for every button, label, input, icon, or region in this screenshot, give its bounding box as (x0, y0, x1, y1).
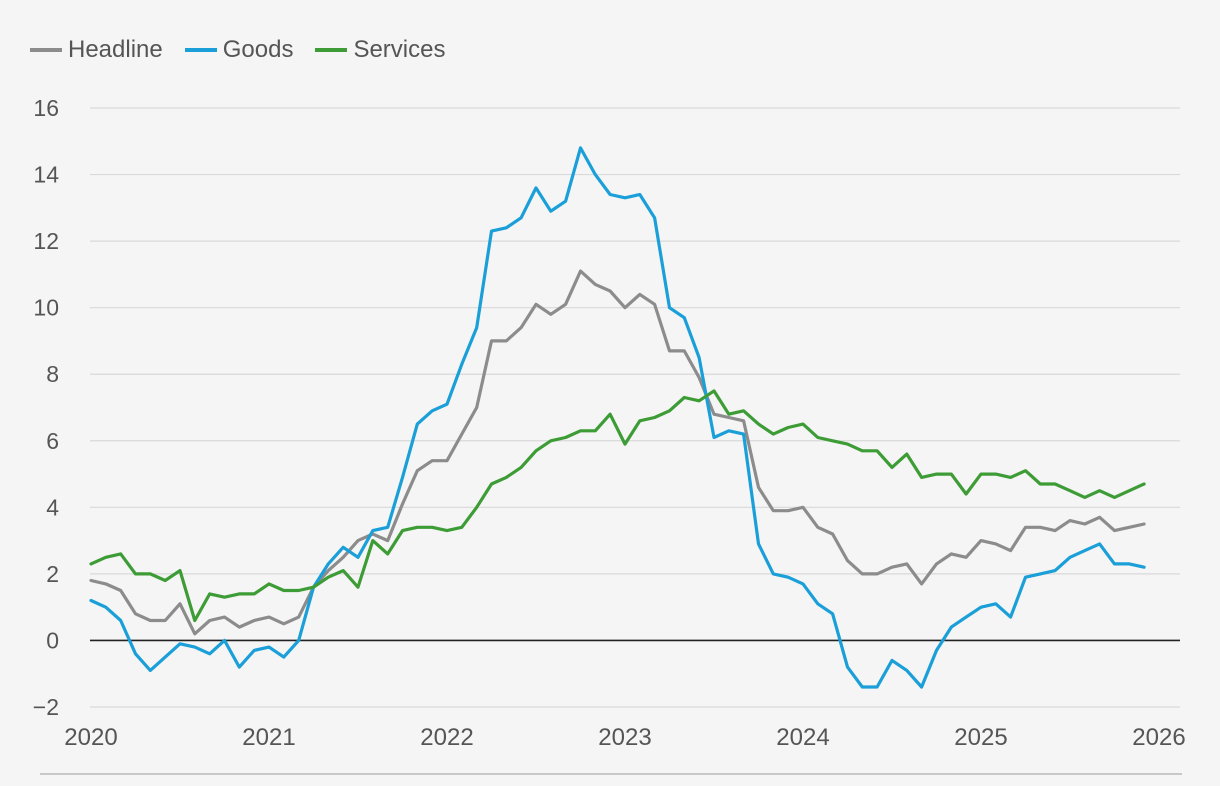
x-tick-label: 2021 (242, 724, 295, 751)
gridlines (90, 107, 1180, 708)
legend: Headline Goods Services (30, 34, 445, 66)
x-tick-label: 2022 (420, 724, 473, 751)
x-tick-label: 2025 (954, 724, 1007, 751)
x-tick-label: 2023 (598, 724, 651, 751)
legend-label-headline: Headline (68, 36, 163, 63)
y-tick-label: 14 (33, 162, 59, 188)
legend-label-goods: Goods (222, 36, 294, 63)
legend-item-headline[interactable]: Headline (30, 36, 163, 64)
y-tick-label: 4 (46, 494, 59, 520)
x-tick-label: 2024 (776, 724, 829, 751)
series-line-goods[interactable] (89, 146, 1146, 689)
x-axis: 2020 2021 2022 2023 2024 2025 2026 (64, 724, 1185, 751)
y-tick-label: 12 (33, 228, 59, 254)
y-tick-label: 16 (33, 95, 59, 121)
legend-label-services: Services (353, 36, 446, 63)
y-tick-label: 8 (46, 361, 59, 387)
legend-swatch-goods (184, 48, 217, 52)
plot-area (89, 146, 1146, 689)
x-tick-label: 2026 (1132, 724, 1185, 751)
legend-item-goods[interactable]: Goods (184, 36, 294, 64)
y-tick-label: 0 (46, 627, 59, 653)
y-tick-label: −2 (33, 694, 59, 720)
series-line-headline[interactable] (89, 269, 1146, 636)
y-axis: −2 0 2 4 6 8 10 12 14 16 (33, 95, 59, 720)
y-tick-label: 6 (46, 428, 59, 454)
bottom-rule (40, 773, 1182, 775)
y-tick-label: 10 (33, 295, 59, 321)
legend-swatch-services (315, 48, 348, 52)
y-tick-label: 2 (46, 561, 59, 587)
legend-swatch-headline (30, 48, 62, 52)
series-line-services[interactable] (89, 389, 1146, 623)
x-tick-label: 2020 (64, 724, 117, 751)
legend-item-services[interactable]: Services (315, 36, 445, 64)
